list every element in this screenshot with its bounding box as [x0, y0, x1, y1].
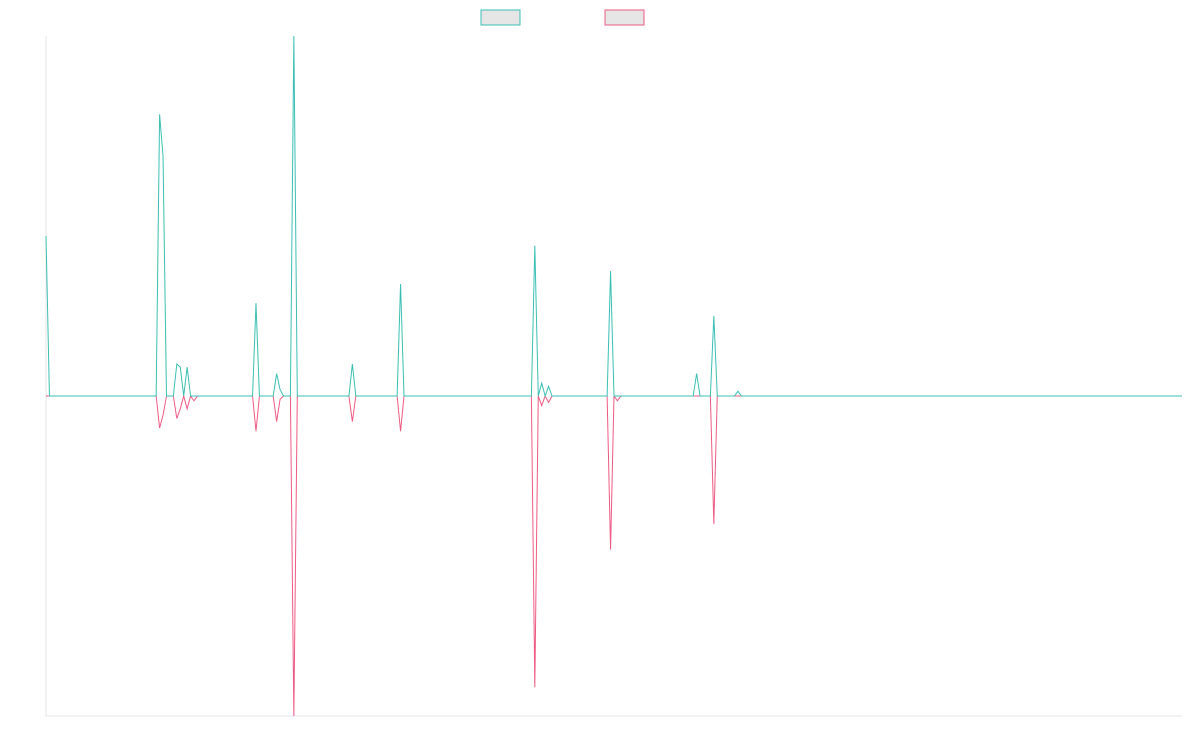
legend	[480, 9, 645, 26]
plot-area	[45, 35, 1182, 717]
series-line-1	[45, 35, 1182, 398]
legend-swatch-1[interactable]	[480, 9, 521, 26]
series-line-2	[46, 394, 1182, 717]
legend-swatch-2[interactable]	[604, 9, 645, 26]
